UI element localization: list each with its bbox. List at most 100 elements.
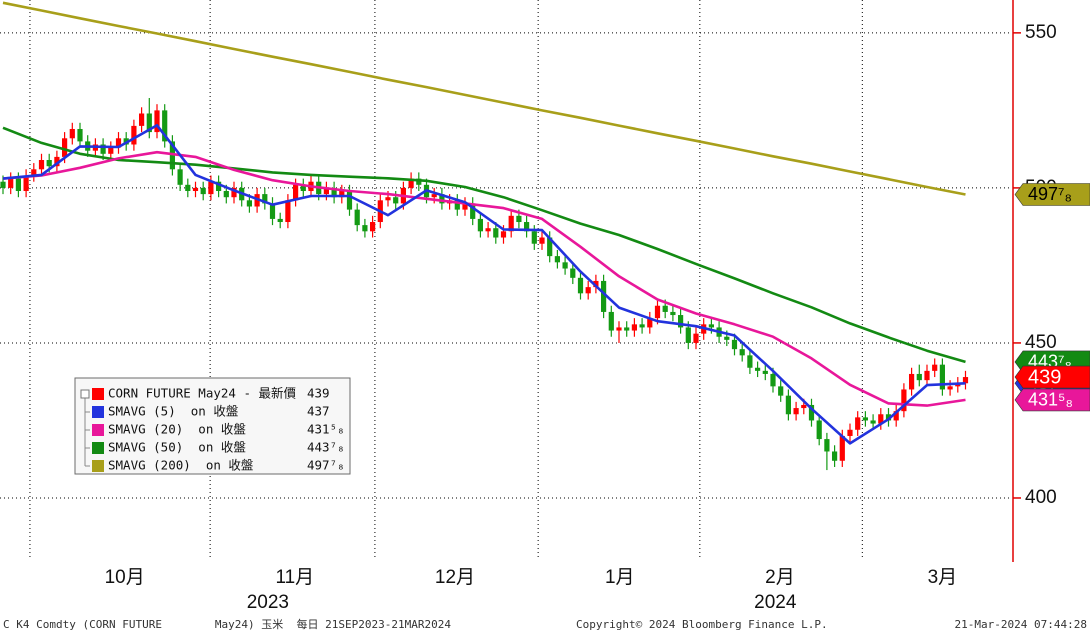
value-tag [1014,365,1090,389]
grid [0,0,1012,560]
legend-label: CORN FUTURE May24 - 最新價 [108,386,297,401]
candle-body [192,187,199,192]
candle-body [600,280,607,312]
legend-swatch [92,460,104,472]
legend: CORN FUTURE May24 - 最新價 439 SMAVG (5) on 收… [74,377,351,475]
candle-body [154,110,160,133]
candle-body [108,147,114,154]
candle-body [616,327,622,331]
legend-swatch [92,406,104,418]
candle-body [408,178,414,188]
candle-body [731,339,738,350]
candle-body [785,395,791,415]
y-tick-label: 400 [1025,487,1057,508]
candle-body [100,144,106,154]
candle-body [277,218,283,223]
candle-body [531,231,537,244]
candle-body [323,187,329,195]
candle-body [824,439,830,452]
x-tick-label: 10月 [105,567,145,588]
candle-body [485,228,491,232]
candle-body [62,138,68,157]
candle-body [862,417,868,421]
candle-body [216,181,222,192]
candle-body [739,349,745,356]
year-label: 2024 [754,592,797,613]
year-label: 2023 [247,592,289,613]
candle-body [577,277,584,294]
candle-body [608,311,614,331]
candle-body [200,187,206,195]
candle-body [262,194,268,204]
candle-body [462,203,468,210]
candle-body [847,429,853,436]
candle-body [662,305,668,312]
legend-collapse [80,389,90,399]
candle-body [624,327,630,331]
candle-body [585,287,591,294]
candle-body [300,184,306,192]
legend-label: SMAVG (50) on 收盤 [108,440,246,455]
candle-body [831,451,838,461]
candle-body [431,194,437,198]
value-tag-label: 439 [1028,366,1061,388]
candle-body [893,411,899,421]
candle-body [901,389,907,412]
candle-body [231,187,237,198]
candle-body [639,324,645,328]
candle-body [454,200,460,210]
candle-body [346,191,353,210]
legend-label: SMAVG (200) on 收盤 [108,458,254,473]
candle-body [139,113,145,126]
candle-body [285,200,291,223]
candle-body [162,110,168,142]
candle-body [8,178,14,188]
candle-body [762,370,768,374]
candle-body [146,113,152,133]
candle-body [46,160,52,167]
candle-body [223,191,229,198]
candle-body [778,386,784,396]
candle-body [362,225,368,232]
candle-body [547,237,553,257]
y-tick-label: 450 [1025,332,1057,353]
value-tag [1014,183,1090,206]
candle-body [539,237,545,244]
candle-body [593,280,599,288]
candle-body [470,203,476,219]
candle-body [693,333,699,343]
candle-body [939,364,945,390]
footer-left: C K4 Comdty (CORN FUTURE May24) 玉米 每日 21… [3,617,451,631]
candle-body [816,420,822,440]
legend-value: 443⁷₈ [307,440,345,455]
candle-body [677,315,684,328]
candle-body [369,222,376,232]
candle-body [115,138,122,148]
candle-body [754,367,761,371]
x-tick-label: 12月 [435,567,475,588]
footer-right: 21-Mar-2024 07:44:28 [955,618,1087,631]
ma-line [2,150,966,407]
candle-body [855,417,861,430]
legend-swatch [92,442,104,454]
candle-body [177,169,183,185]
legend-value: 431⁵₈ [307,422,345,437]
x-tick-label: 3月 [928,567,958,588]
candle-body [246,200,253,207]
candle-body [654,305,661,319]
candle-body [31,169,37,176]
candle-body [631,324,637,331]
ma-line [2,126,966,364]
candle-body [570,268,576,278]
candle-body [516,215,522,223]
candle-body [331,187,337,198]
candle-body [670,311,676,316]
candle-body [523,222,530,232]
candle-body [916,373,922,381]
candle-body [339,191,345,198]
candle-body [685,327,691,343]
candle-body [77,128,83,142]
candle-body [508,215,514,232]
legend-value: 437 [307,404,330,419]
